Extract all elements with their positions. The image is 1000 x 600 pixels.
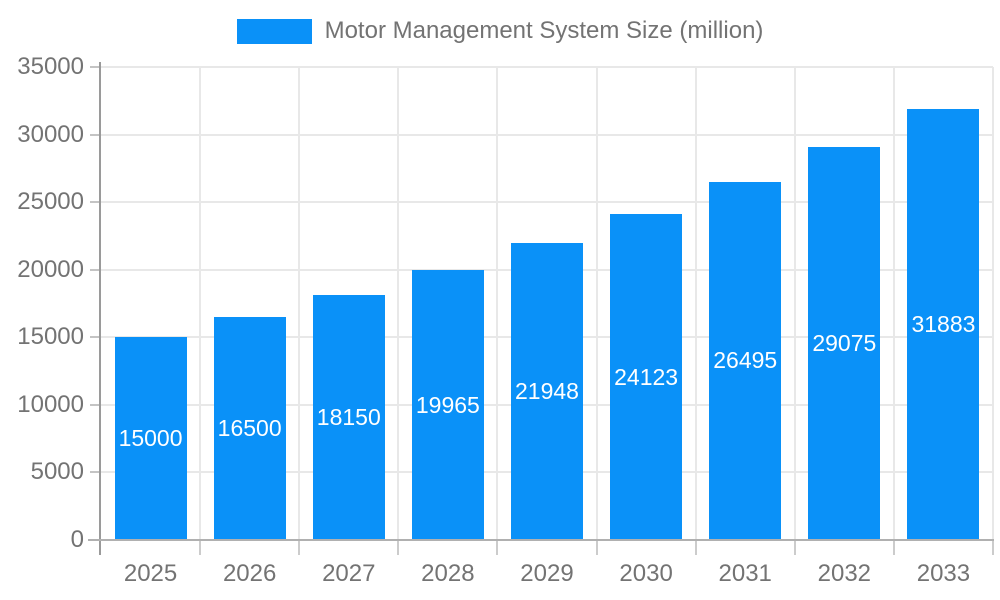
bar: 15000: [114, 337, 187, 540]
x-axis-tick: [496, 540, 499, 555]
bar-value-label: 16500: [217, 415, 282, 441]
y-axis-tick-label: 35000: [17, 53, 84, 80]
x-axis-tick: [199, 540, 202, 555]
x-axis-tick-label: 2032: [817, 560, 872, 587]
gridline-vertical: [298, 67, 301, 540]
y-axis-tick: [90, 268, 101, 271]
y-axis-tick: [90, 403, 101, 406]
x-axis-tick: [694, 540, 697, 555]
bar: 18150: [312, 294, 385, 540]
y-axis-tick: [90, 133, 101, 136]
gridline-vertical: [397, 67, 400, 540]
y-axis-tick-label: 30000: [17, 120, 84, 148]
x-axis-tick-label: 2031: [718, 560, 772, 587]
bar: 26495: [709, 181, 782, 540]
bar-value-label: 15000: [118, 425, 183, 452]
gridline-vertical: [496, 67, 499, 540]
x-axis-baseline: [88, 539, 994, 541]
gridline-vertical: [892, 67, 895, 540]
bar: 21948: [511, 243, 583, 540]
bar: 24123: [610, 214, 683, 540]
x-axis-tick: [793, 540, 796, 555]
y-axis-tick: [90, 66, 101, 68]
x-axis-tick: [992, 540, 994, 555]
x-axis-tick-label: 2025: [123, 560, 178, 587]
bar-value-label: 18150: [316, 403, 381, 430]
gridline-vertical: [595, 67, 598, 540]
bar: 19965: [411, 270, 484, 540]
gridline-vertical: [694, 67, 697, 540]
bar-value-label: 31883: [911, 311, 976, 338]
gridline-vertical: [793, 67, 796, 540]
bar: 16500: [213, 317, 286, 540]
bar-value-label: 24123: [614, 363, 679, 390]
y-axis-tick: [90, 201, 101, 204]
x-axis-tick-label: 2027: [322, 560, 376, 587]
x-axis-tick-label: 2033: [916, 560, 971, 587]
y-axis-tick-label: 20000: [17, 255, 84, 283]
bar-value-label: 26495: [713, 347, 778, 374]
bar: 29075: [808, 147, 881, 540]
bar-value-label: 19965: [415, 391, 480, 418]
legend-label: Motor Management System Size (million): [324, 17, 764, 44]
x-axis-tick-label: 2030: [619, 560, 673, 587]
x-axis-tick: [397, 540, 400, 555]
y-axis-tick-label: 10000: [17, 390, 84, 418]
y-axis-tick: [90, 471, 101, 474]
x-axis-tick: [298, 540, 301, 555]
gridline-horizontal: [101, 66, 993, 68]
y-axis-line: [99, 62, 101, 555]
x-axis-tick-label: 2029: [520, 560, 574, 587]
y-axis-tick-label: 0: [70, 526, 84, 553]
bar-value-label: 29075: [812, 330, 877, 357]
gridline-vertical: [199, 67, 202, 540]
x-axis-tick-label: 2028: [421, 560, 475, 587]
x-axis-tick: [892, 540, 895, 555]
gridline-horizontal: [101, 201, 993, 204]
y-axis-tick-label: 15000: [17, 323, 84, 351]
x-axis-tick: [595, 540, 598, 555]
x-axis-tick-label: 2026: [222, 560, 277, 587]
bar: 31883: [907, 109, 980, 540]
legend-swatch: [236, 18, 312, 44]
y-axis-tick-label: 25000: [17, 188, 84, 216]
bar-value-label: 21948: [515, 378, 579, 405]
y-axis-tick-label: 5000: [30, 458, 84, 486]
y-axis-tick: [90, 336, 101, 339]
gridline-horizontal: [101, 133, 993, 136]
gridline-vertical: [992, 67, 994, 540]
legend: Motor Management System Size (million): [0, 16, 1000, 46]
plot-area: 15000 16500 18150 19965 21948 24123 26495 29075…: [101, 66, 994, 540]
